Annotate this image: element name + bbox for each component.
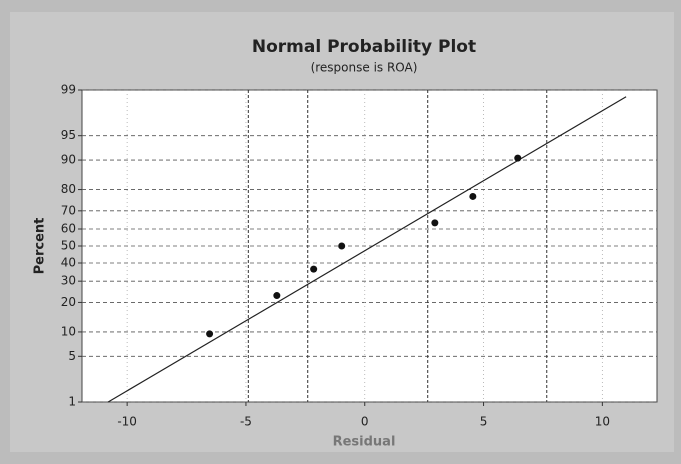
y-tick-label: 90 [61, 153, 76, 167]
y-tick-label: 50 [61, 239, 76, 253]
y-tick-label: 1 [68, 395, 76, 409]
y-tick-label: 10 [61, 324, 76, 338]
fit-line [107, 96, 627, 403]
y-axis-label: Percent [33, 218, 48, 275]
y-tick-label: 40 [61, 255, 76, 269]
x-tick-label: 0 [361, 415, 369, 429]
point [514, 154, 522, 162]
x-tick-label: 10 [595, 415, 610, 429]
y-tick-label: 30 [61, 274, 76, 288]
x-tick-label: -10 [117, 415, 137, 429]
y-tick-label: 60 [61, 222, 76, 236]
x-tick-label: 5 [480, 415, 488, 429]
chart-title: Normal Probability Plot [252, 37, 476, 57]
point [273, 292, 281, 300]
y-tick-label: 20 [61, 295, 76, 309]
y-tick-label: 5 [68, 349, 76, 363]
chart-subtitle: (response is ROA) [311, 61, 418, 75]
y-tick-label: 95 [61, 128, 76, 142]
y-tick-label: 99 [61, 83, 76, 97]
point [338, 242, 346, 250]
x-axis-label: Residual [333, 435, 396, 450]
point [431, 219, 439, 227]
y-tick-label: 80 [61, 182, 76, 196]
point [310, 265, 318, 273]
x-tick-label: -5 [240, 415, 252, 429]
point [206, 330, 214, 338]
y-tick-label: 70 [61, 203, 76, 217]
point [469, 192, 477, 200]
